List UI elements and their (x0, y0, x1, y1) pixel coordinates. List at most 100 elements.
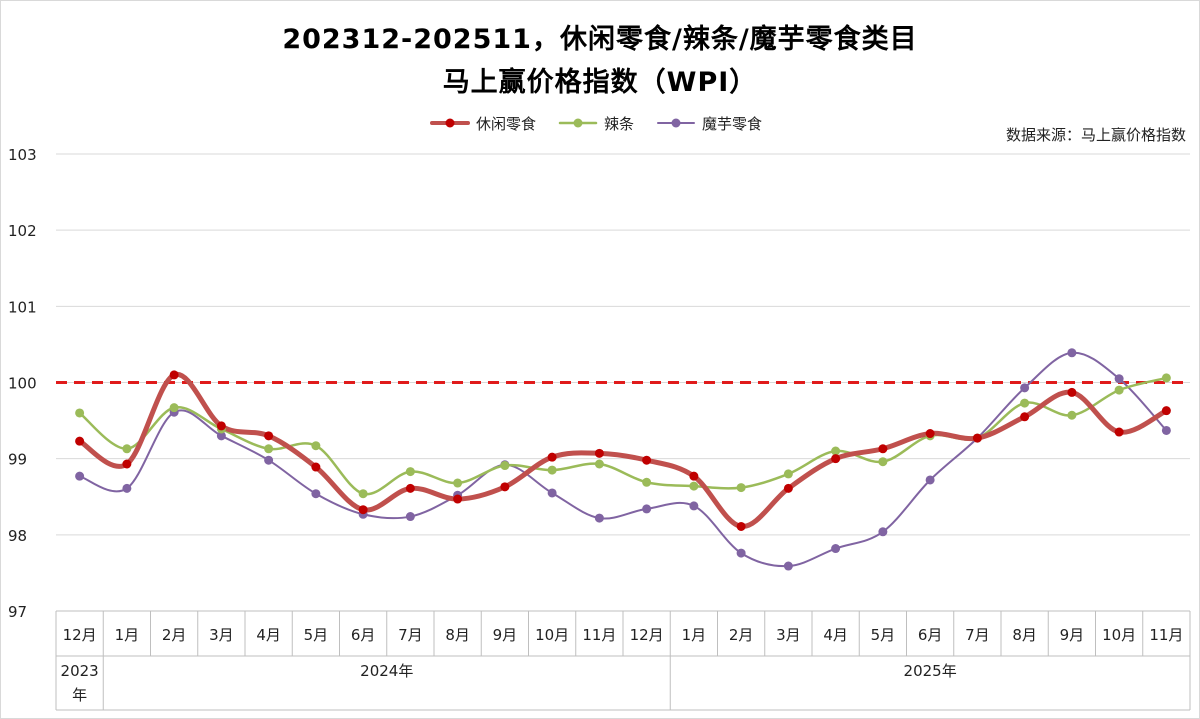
series-0-point-22 (1114, 427, 1124, 437)
series-0-point-1 (122, 459, 132, 469)
x-tick-label-9: 9月 (493, 626, 518, 644)
series-0-point-12 (642, 455, 652, 465)
x-tick-label-19: 7月 (965, 626, 990, 644)
series-1-point-23 (1161, 373, 1171, 383)
series-0-point-2 (169, 370, 179, 380)
legend-label-snacks: 休闲零食 (476, 114, 537, 133)
year-label-0-a: 2023 (61, 662, 99, 680)
series-2-point-23 (1161, 425, 1171, 435)
x-tick-label-5: 5月 (304, 626, 329, 644)
series-0-point-6 (358, 505, 368, 515)
x-tick-label-8: 8月 (445, 626, 470, 644)
legend: 休闲零食 辣条 魔芋零食 (430, 112, 762, 134)
x-tick-label-6: 6月 (351, 626, 376, 644)
x-tick-label-22: 10月 (1102, 626, 1136, 644)
series-2-point-12 (642, 504, 652, 514)
y-tick-label-97: 97 (8, 603, 27, 621)
series-2-point-14 (736, 548, 746, 558)
x-tick-label-1: 1月 (115, 626, 140, 644)
series-2-point-0 (75, 471, 85, 481)
series-1-point-11 (594, 459, 604, 469)
series-1-point-12 (642, 477, 652, 487)
series-0-point-20 (1020, 412, 1030, 422)
x-tick-label-12: 12月 (630, 626, 664, 644)
series-1-point-22 (1114, 385, 1124, 395)
x-tick-label-23: 11月 (1149, 626, 1183, 644)
series-0-point-13 (689, 471, 699, 481)
series-line-2 (78, 351, 1168, 568)
legend-item-snacks: 休闲零食 (430, 113, 536, 134)
series-0-point-4 (264, 431, 274, 441)
y-tick-label-99: 99 (8, 451, 27, 469)
series-2-point-16 (831, 544, 841, 554)
x-tick-label-4: 4月 (256, 626, 281, 644)
series-0-point-10 (547, 452, 557, 462)
x-tick-label-10: 10月 (535, 626, 569, 644)
x-tick-label-13: 1月 (682, 626, 707, 644)
data-source-note: 数据来源：马上赢价格指数 (1005, 126, 1186, 144)
series-2-point-17 (878, 527, 888, 537)
legend-item-latiao: 辣条 (558, 113, 634, 134)
x-tick-label-17: 5月 (871, 626, 896, 644)
series-2-point-13 (689, 501, 699, 511)
series-2-point-18 (925, 475, 935, 485)
series-0-point-15 (783, 483, 793, 493)
y-tick-label-98: 98 (8, 527, 27, 545)
series-2-point-3 (216, 431, 226, 441)
x-tick-label-15: 3月 (776, 626, 801, 644)
legend-label-konjac: 魔芋零食 (702, 114, 763, 133)
series-1-point-2 (169, 403, 179, 413)
series-0-point-23 (1161, 406, 1171, 416)
series-1-point-13 (689, 481, 699, 491)
series-0-point-17 (878, 444, 888, 454)
series-2-point-11 (594, 513, 604, 523)
x-tick-label-11: 11月 (582, 626, 616, 644)
series-0-point-14 (736, 521, 746, 531)
series-1-point-21 (1067, 410, 1077, 420)
series-2-point-20 (1020, 383, 1030, 393)
series-2-point-10 (547, 488, 557, 498)
series-0-point-16 (831, 454, 841, 464)
series-0-point-21 (1067, 387, 1077, 397)
series-0-point-19 (972, 433, 982, 443)
legend-swatch-latiao (558, 118, 598, 128)
x-tick-label-0: 12月 (63, 626, 97, 644)
x-tick-label-20: 8月 (1012, 626, 1037, 644)
series-1-point-8 (453, 478, 463, 488)
legend-label-latiao: 辣条 (604, 114, 635, 133)
year-label-1: 2024年 (360, 662, 413, 680)
series-2-point-22 (1114, 374, 1124, 384)
series-0-point-3 (216, 421, 226, 431)
series-0-point-9 (500, 482, 510, 492)
x-tick-label-16: 4月 (823, 626, 848, 644)
series-0-point-18 (925, 429, 935, 439)
series-1-point-9 (500, 461, 510, 471)
x-tick-label-3: 3月 (209, 626, 234, 644)
x-tick-label-18: 6月 (918, 626, 943, 644)
series-line-0 (77, 372, 1169, 529)
x-tick-label-2: 2月 (162, 626, 187, 644)
series-line-1 (78, 376, 1168, 496)
legend-swatch-snacks (430, 118, 470, 128)
chart-subtitle: 马上赢价格指数（WPI） (442, 67, 758, 98)
series-2-point-21 (1067, 348, 1077, 358)
y-tick-label-103: 103 (8, 146, 37, 164)
series-0-point-7 (405, 483, 415, 493)
series-2-point-4 (264, 455, 274, 465)
series-1-point-1 (122, 444, 132, 454)
series-0-point-0 (75, 436, 85, 446)
y-tick-label-102: 102 (8, 222, 37, 240)
series-1-point-0 (75, 408, 85, 418)
y-tick-label-101: 101 (8, 298, 37, 316)
series-0-point-5 (311, 462, 321, 472)
chart-title: 202312-202511，休闲零食/辣条/魔芋零食类目 (282, 24, 918, 55)
legend-item-konjac: 魔芋零食 (656, 113, 762, 134)
x-tick-label-21: 9月 (1060, 626, 1085, 644)
series-1-point-10 (547, 465, 557, 475)
series-1-point-5 (311, 441, 321, 451)
series-1-point-7 (405, 467, 415, 477)
series-0-point-11 (594, 448, 604, 458)
series-2-point-1 (122, 483, 132, 493)
legend-swatch-konjac (657, 118, 696, 128)
series-1-point-16 (831, 446, 841, 456)
